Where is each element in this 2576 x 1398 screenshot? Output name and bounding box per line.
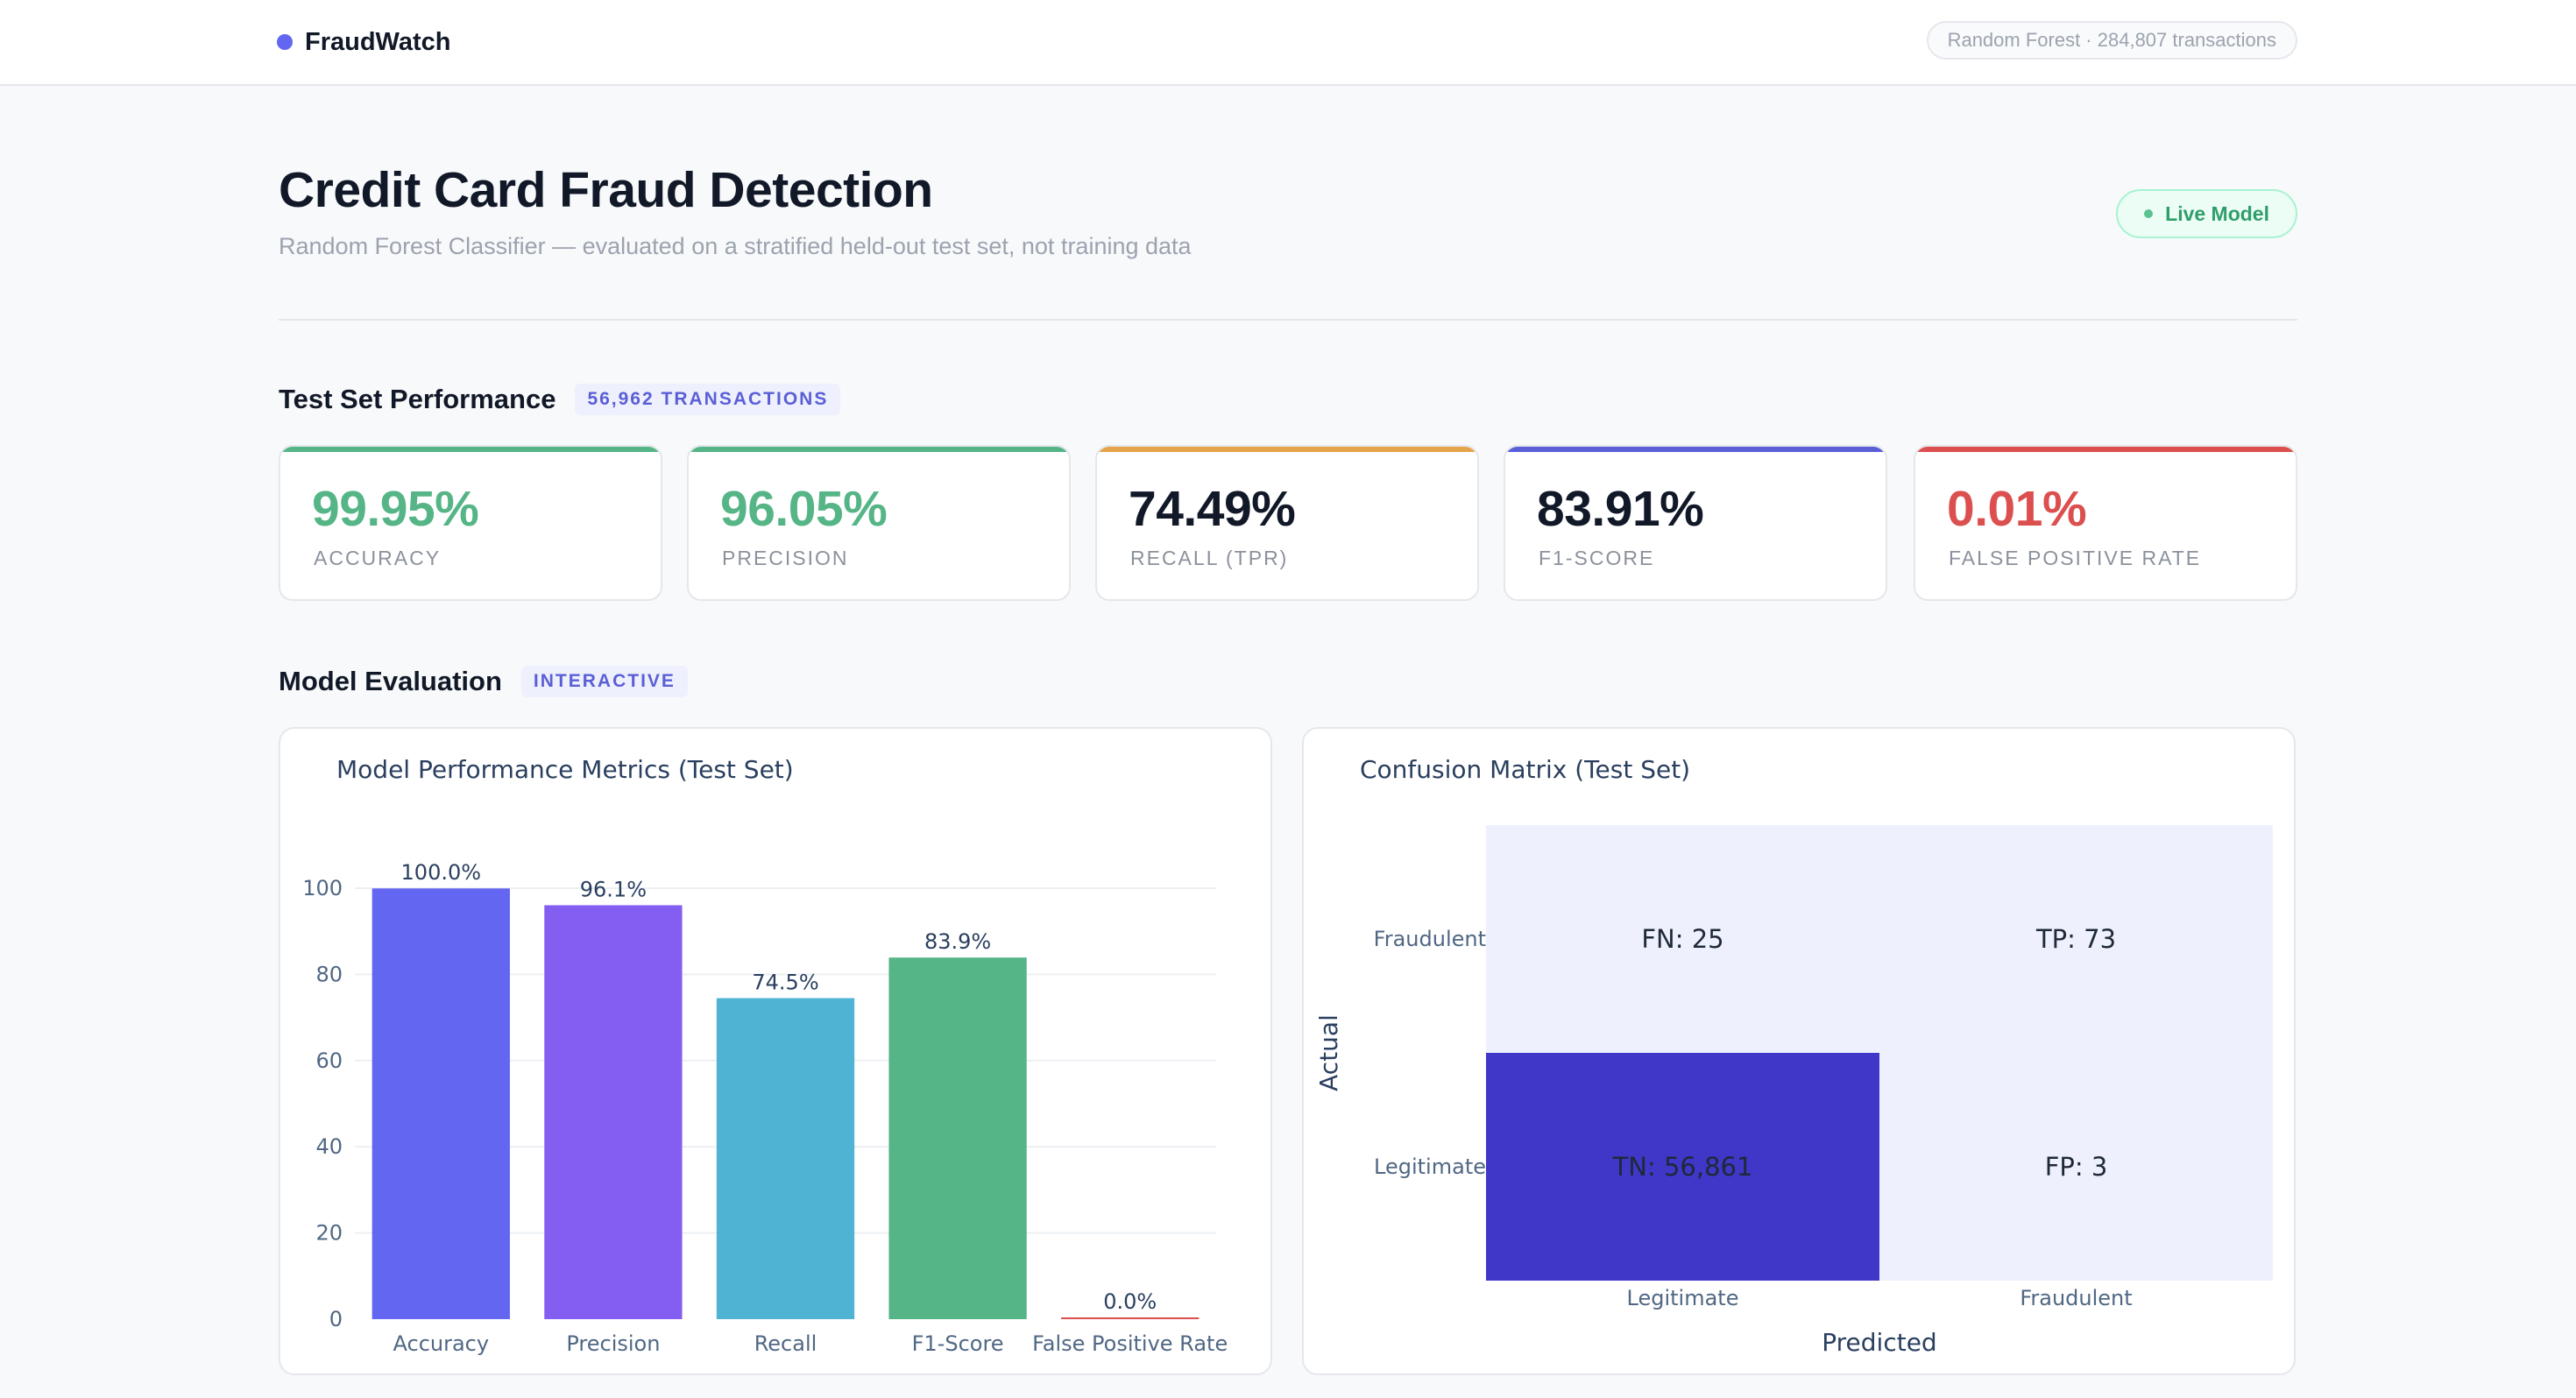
confusion-matrix-panel: Confusion Matrix (Test Set) FN: 25 TP: 73…: [1302, 727, 2296, 1375]
matrix-cell-label: FP: 3: [2045, 1152, 2108, 1182]
bar-accuracy: [372, 888, 510, 1319]
live-model-label: Live Model: [2165, 201, 2269, 225]
y-axis-title: Actual: [1314, 1014, 1343, 1091]
bar-f1-score: [888, 957, 1027, 1319]
y-tick-label: Fraudulent: [1374, 927, 1486, 951]
metric-value: 96.05%: [720, 481, 888, 537]
model-summary-pill: Random Forest · 284,807 transactions: [1926, 21, 2297, 60]
metrics-chart-panel: Model Performance Metrics (Test Set) 0 20…: [279, 727, 1272, 1375]
y-tick-label: 20: [315, 1221, 343, 1246]
metric-accent-bar: [689, 447, 1069, 452]
bar-false-positive-rate: [1061, 1317, 1200, 1319]
x-tick-label: Precision: [566, 1331, 660, 1356]
matrix-cell-label: TP: 73: [2035, 924, 2116, 954]
y-tick-label: 100: [302, 876, 343, 900]
bar-data-label: 100.0%: [401, 860, 482, 885]
metric-value: 0.01%: [1947, 481, 2087, 537]
brand-name: FraudWatch: [305, 27, 451, 56]
bar-precision: [544, 905, 683, 1319]
metric-label: ACCURACY: [314, 547, 442, 569]
top-bar: FraudWatch Random Forest · 284,807 trans…: [0, 0, 2576, 86]
matrix-cell-label: FN: 25: [1641, 924, 1723, 954]
x-tick-label: False Positive Rate: [1032, 1331, 1228, 1356]
transactions-count-tag: 56,962 TRANSACTIONS: [575, 384, 841, 415]
page-title: Credit Card Fraud Detection: [279, 162, 933, 218]
y-tick-label: 40: [315, 1134, 343, 1159]
matrix-cell: [1486, 1053, 1879, 1281]
metric-label: PRECISION: [722, 547, 849, 569]
brand-dot-icon: [277, 34, 293, 50]
bar-data-label: 74.5%: [752, 971, 818, 995]
metric-value: 83.91%: [1537, 481, 1704, 537]
interactive-tag: INTERACTIVE: [520, 666, 688, 697]
bar-recall: [716, 998, 855, 1319]
performance-section-title: Test Set Performance: [279, 384, 556, 414]
metric-card-f1-score: 83.91% F1-SCORE: [1504, 445, 1887, 601]
live-model-badge: Live Model: [2116, 189, 2297, 238]
metric-accent-bar: [1097, 447, 1477, 452]
metric-card-precision: 96.05% PRECISION: [687, 445, 1071, 601]
header-divider: [279, 319, 2297, 321]
bar-data-label: 83.9%: [924, 929, 991, 954]
status-dot-icon: [2144, 209, 2154, 218]
x-tick-label: Accuracy: [393, 1331, 490, 1356]
metric-card-false-positive-rate: 0.01% FALSE POSITIVE RATE: [1914, 445, 2297, 601]
metric-value: 74.49%: [1129, 481, 1296, 537]
matrix-cell: [1486, 825, 1879, 1053]
y-tick-label: 80: [315, 962, 343, 986]
matrix-cell-label: TN: 56,861: [1612, 1152, 1753, 1182]
y-tick-label: Legitimate: [1374, 1154, 1486, 1179]
x-tick-label: F1-Score: [912, 1331, 1004, 1356]
metrics-chart-title: Model Performance Metrics (Test Set): [336, 755, 794, 784]
page-subtitle: Random Forest Classifier — evaluated on …: [279, 233, 1192, 259]
bar-data-label: 96.1%: [580, 877, 647, 901]
metric-accent-bar: [1505, 447, 1886, 452]
brand[interactable]: FraudWatch: [277, 25, 450, 60]
metric-label: RECALL (TPR): [1130, 547, 1289, 569]
metrics-bar-chart[interactable]: 0 20 40 60 80 100 100.0% Accuracy 96.1% Precision…: [280, 729, 1274, 1377]
metric-label: FALSE POSITIVE RATE: [1949, 547, 2202, 569]
metric-accent-bar: [1915, 447, 2296, 452]
y-tick-label: 60: [315, 1048, 343, 1073]
x-tick-label: Recall: [754, 1331, 817, 1356]
metric-accent-bar: [280, 447, 661, 452]
metric-value: 99.95%: [312, 481, 479, 537]
matrix-cell: [1879, 825, 2273, 1053]
confusion-matrix-title: Confusion Matrix (Test Set): [1360, 755, 1691, 784]
x-tick-label: Fraudulent: [2020, 1286, 2132, 1310]
evaluation-section-title: Model Evaluation: [279, 666, 502, 696]
matrix-cell: [1879, 1053, 2273, 1281]
performance-section-header: Test Set Performance 56,962 TRANSACTIONS: [279, 382, 841, 417]
metric-card-accuracy: 99.95% ACCURACY: [279, 445, 662, 601]
confusion-matrix-chart[interactable]: FN: 25 TP: 73 TN: 56,861 FP: 3 Fraudulent Leg…: [1304, 729, 2297, 1377]
metric-label: F1-SCORE: [1539, 547, 1655, 569]
metric-card-recall: 74.49% RECALL (TPR): [1095, 445, 1479, 601]
y-tick-label: 0: [329, 1307, 343, 1331]
x-tick-label: Legitimate: [1627, 1286, 1739, 1310]
x-axis-title: Predicted: [1822, 1328, 1936, 1357]
bar-data-label: 0.0%: [1103, 1289, 1157, 1314]
evaluation-section-header: Model Evaluation INTERACTIVE: [279, 664, 688, 699]
